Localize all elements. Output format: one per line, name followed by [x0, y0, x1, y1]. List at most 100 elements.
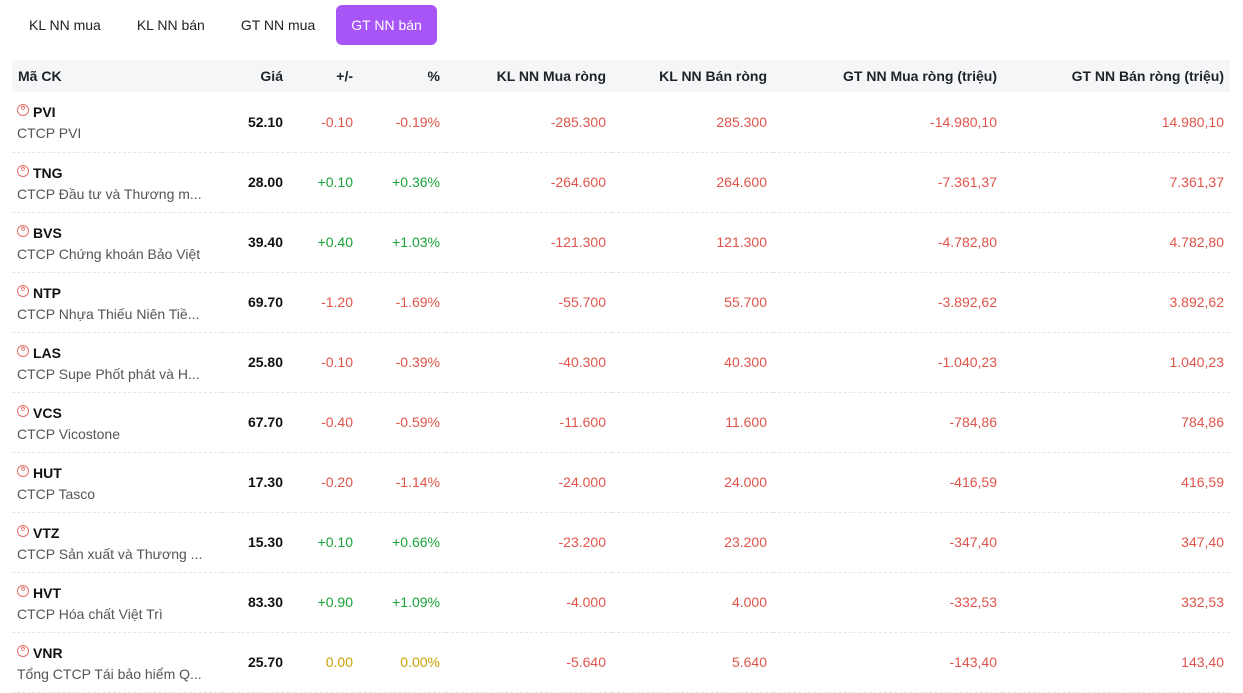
- col-header-change[interactable]: +/-: [336, 68, 353, 84]
- percent-cell: -0.19%: [395, 113, 440, 130]
- table-row[interactable]: ⏱ TNG CTCP Đầu tư và Thương m... 28.00 +0.10…: [12, 152, 1230, 212]
- company-name: CTCP PVI: [17, 125, 82, 142]
- table-row[interactable]: ⏱ VNR Tổng CTCP Tái bảo hiểm Q... 25.70 0.00…: [12, 632, 1230, 692]
- price-cell: 25.80: [247, 354, 283, 370]
- stock-code-link[interactable]: NTP: [33, 284, 61, 301]
- percent-cell: -1.14%: [395, 474, 440, 490]
- table-row[interactable]: ⏱ VCS CTCP Vicostone 67.70 -0.40 -0.59% -11.60…: [12, 392, 1230, 452]
- symbol-cell: ⏱ HUT CTCP Tasco: [12, 452, 222, 512]
- net-buy-volume-cell: -24.000: [558, 474, 606, 490]
- symbol-cell: ⏱ PVI CTCP PVI: [12, 92, 222, 152]
- stock-status-icon: ⏱: [17, 224, 29, 237]
- price-cell: 39.40: [247, 234, 283, 250]
- col-header-net-sell-volume[interactable]: KL NN Bán ròng: [659, 68, 767, 84]
- stock-code-link[interactable]: VNR: [33, 644, 63, 661]
- symbol-cell: ⏱ BVS CTCP Chứng khoán Bảo Việt: [12, 212, 222, 272]
- symbol-line: ⏱ PVI: [17, 102, 216, 122]
- tab-gt-nn-ban[interactable]: GT NN bán: [336, 5, 437, 45]
- change-cell: +0.90: [317, 594, 353, 610]
- stock-code-link[interactable]: PVI: [33, 104, 56, 121]
- net-buy-value-cell: -7.361,37: [937, 174, 997, 190]
- net-sell-volume-cell: 23.200: [724, 534, 767, 550]
- stock-code-link[interactable]: VCS: [33, 404, 62, 421]
- tab-kl-nn-mua[interactable]: KL NN mua: [29, 17, 101, 33]
- tab-kl-nn-ban[interactable]: KL NN bán: [136, 17, 205, 33]
- change-cell: +0.10: [317, 534, 353, 550]
- price-cell: 69.70: [247, 294, 283, 310]
- net-sell-value-cell: 143,40: [1181, 654, 1224, 670]
- symbol-line: ⏱ HUT: [17, 463, 216, 483]
- table-row[interactable]: ⏱ LAS CTCP Supe Phốt phát và H... 25.80 -0.1…: [12, 332, 1230, 392]
- table-row[interactable]: ⏱ NTP CTCP Nhựa Thiếu Niên Tiề... 69.70 -1.2…: [12, 272, 1230, 332]
- col-header-net-sell-value[interactable]: GT NN Bán ròng (triệu): [1071, 68, 1224, 84]
- percent-cell: -0.59%: [395, 414, 440, 430]
- table-row[interactable]: ⏱ BVS CTCP Chứng khoán Bảo Việt 39.40 +0.40 +…: [12, 212, 1230, 272]
- net-buy-volume-cell: -40.300: [558, 354, 606, 370]
- stock-code-link[interactable]: HVT: [33, 584, 61, 601]
- net-buy-volume-cell: -5.640: [566, 654, 606, 670]
- percent-cell: 0.00%: [400, 654, 440, 670]
- net-sell-value-cell: 7.361,37: [1169, 174, 1225, 190]
- table-row[interactable]: ⏱ HVT CTCP Hóa chất Việt Trì 83.30 +0.90 +1.0…: [12, 572, 1230, 632]
- net-sell-volume-cell: 55.700: [724, 294, 767, 310]
- net-sell-volume-cell: 11.600: [725, 414, 767, 430]
- net-buy-value-cell: -347,40: [949, 534, 997, 550]
- net-sell-volume-cell: 40.300: [724, 354, 767, 370]
- net-sell-volume-cell: 285.300: [716, 113, 767, 130]
- company-name: Tổng CTCP Tái bảo hiểm Q...: [17, 665, 202, 682]
- net-buy-volume-cell: -23.200: [558, 534, 606, 550]
- symbol-line: ⏱ VTZ: [17, 523, 216, 543]
- stock-code-link[interactable]: VTZ: [33, 524, 60, 541]
- net-buy-value-cell: -332,53: [949, 594, 997, 610]
- col-header-percent[interactable]: %: [427, 68, 440, 84]
- col-header-price[interactable]: Giá: [260, 68, 283, 84]
- net-sell-value-cell: 3.892,62: [1169, 294, 1225, 310]
- stock-code-link[interactable]: LAS: [33, 344, 61, 361]
- col-header-net-buy-value[interactable]: GT NN Mua ròng (triệu): [843, 68, 997, 84]
- stock-code-link[interactable]: TNG: [33, 164, 63, 181]
- change-cell: -0.10: [321, 354, 353, 370]
- company-name: CTCP Hóa chất Việt Trì: [17, 605, 163, 622]
- price-cell: 52.10: [247, 113, 283, 130]
- table-row[interactable]: ⏱ HUT CTCP Tasco 17.30 -0.20 -1.14% -24.000 24.…: [12, 452, 1230, 512]
- symbol-cell: ⏱ LAS CTCP Supe Phốt phát và H...: [12, 332, 222, 392]
- col-header-symbol[interactable]: Mã CK: [18, 68, 62, 84]
- net-buy-volume-cell: -264.600: [550, 174, 606, 190]
- percent-cell: +0.36%: [392, 174, 440, 190]
- symbol-cell: ⏱ TNG CTCP Đầu tư và Thương m...: [12, 152, 222, 212]
- net-sell-volume-cell: 264.600: [716, 174, 767, 190]
- symbol-line: ⏱ NTP: [17, 283, 216, 303]
- price-cell: 67.70: [247, 414, 283, 430]
- stock-code-link[interactable]: BVS: [33, 224, 62, 241]
- change-cell: -0.20: [321, 474, 353, 490]
- price-cell: 15.30: [247, 534, 283, 550]
- stock-status-icon: ⏱: [17, 644, 29, 657]
- stock-status-icon: ⏱: [17, 344, 29, 357]
- symbol-cell: ⏱ VTZ CTCP Sản xuất và Thương ...: [12, 512, 222, 572]
- stock-status-icon: ⏱: [17, 584, 29, 597]
- net-sell-value-cell: 4.782,80: [1169, 234, 1225, 250]
- change-cell: +0.10: [317, 174, 353, 190]
- change-cell: -0.10: [321, 113, 353, 130]
- net-buy-value-cell: -14.980,10: [930, 113, 997, 130]
- change-cell: +0.40: [317, 234, 353, 250]
- stock-status-icon: ⏱: [17, 404, 29, 417]
- percent-cell: -0.39%: [395, 354, 440, 370]
- net-sell-value-cell: 14.980,10: [1161, 113, 1224, 130]
- symbol-line: ⏱ BVS: [17, 223, 216, 243]
- net-sell-value-cell: 332,53: [1181, 594, 1224, 610]
- net-buy-value-cell: -1.040,23: [937, 354, 997, 370]
- symbol-line: ⏱ VCS: [17, 403, 216, 423]
- net-sell-value-cell: 416,59: [1181, 474, 1224, 490]
- net-sell-volume-cell: 5.640: [731, 654, 767, 670]
- symbol-line: ⏱ LAS: [17, 343, 216, 363]
- table-row[interactable]: ⏱ VTZ CTCP Sản xuất và Thương ... 15.30 +0.1…: [12, 512, 1230, 572]
- symbol-line: ⏱ VNR: [17, 643, 216, 663]
- tab-gt-nn-mua[interactable]: GT NN mua: [240, 17, 316, 33]
- col-header-net-buy-volume[interactable]: KL NN Mua ròng: [496, 68, 606, 84]
- stock-status-icon: ⏱: [17, 464, 29, 477]
- table-row[interactable]: ⏱ PVI CTCP PVI 52.10 -0.10 -0.19% -285.300 285.…: [12, 92, 1230, 152]
- stock-code-link[interactable]: HUT: [33, 464, 62, 481]
- symbol-line: ⏱ TNG: [17, 163, 216, 183]
- net-buy-value-cell: -3.892,62: [937, 294, 997, 310]
